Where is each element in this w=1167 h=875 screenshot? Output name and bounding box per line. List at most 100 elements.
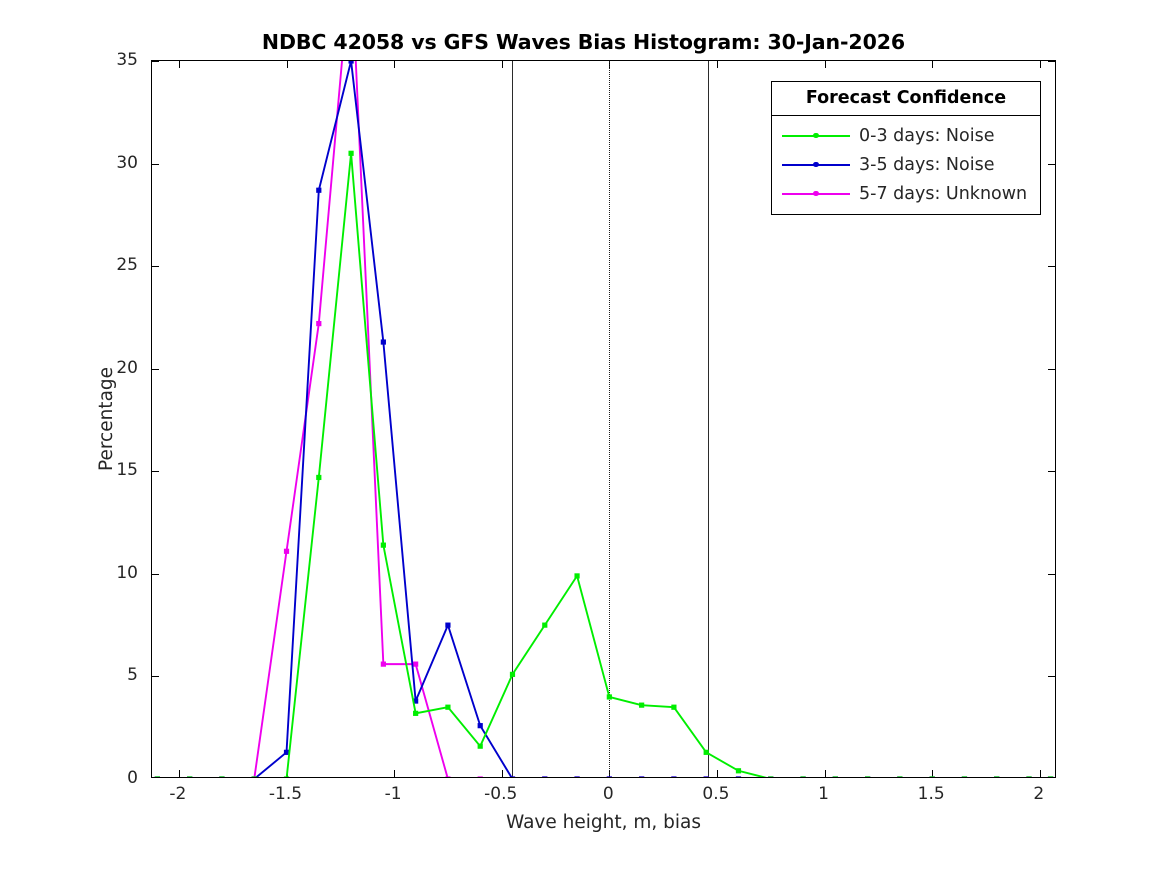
y-tick-mark-right — [1048, 61, 1055, 62]
y-tick-mark — [152, 676, 159, 678]
y-tick-mark-right — [1048, 266, 1055, 268]
data-point-marker — [283, 749, 290, 755]
data-point-marker — [445, 704, 451, 710]
series-line — [255, 61, 513, 777]
x-tick-label: -1.5 — [268, 784, 303, 804]
y-tick-mark — [152, 368, 159, 370]
lower-bound-line — [512, 61, 514, 777]
y-tick-label: 0 — [127, 768, 138, 788]
data-point-marker — [316, 474, 322, 481]
data-point-marker — [671, 704, 677, 710]
data-point-marker — [283, 548, 290, 554]
series-0 — [154, 150, 1054, 777]
data-point-marker — [735, 768, 742, 774]
data-point-marker — [316, 320, 322, 327]
x-tick-mark — [178, 770, 180, 777]
data-point-marker — [961, 776, 968, 777]
data-point-marker — [865, 776, 871, 777]
x-tick-label: -0.5 — [484, 784, 518, 804]
legend: Forecast Confidence 0-3 days: Noise 3-5 d… — [771, 81, 1041, 215]
data-point-marker — [542, 776, 548, 777]
x-tick-mark-top — [716, 61, 718, 68]
data-point-marker — [316, 187, 322, 193]
data-point-marker — [348, 150, 354, 156]
data-point-marker — [477, 743, 483, 749]
x-tick-label: -1 — [384, 784, 402, 804]
page-title: NDBC 42058 vs GFS Waves Bias Histogram: … — [261, 30, 906, 54]
zero-line — [609, 61, 611, 777]
data-point-marker — [542, 622, 548, 628]
data-point-marker — [509, 671, 516, 677]
y-tick-mark — [152, 471, 159, 473]
x-tick-mark-top — [932, 61, 934, 68]
y-tick-mark — [152, 61, 159, 62]
data-point-marker — [477, 776, 483, 777]
y-tick-mark-right — [1048, 676, 1055, 678]
data-point-marker — [413, 661, 419, 667]
x-tick-mark-top — [286, 61, 288, 68]
data-point-marker — [671, 776, 677, 777]
data-point-marker — [574, 776, 580, 777]
data-point-marker — [445, 622, 451, 628]
legend-label: 5-7 days: Unknown — [859, 183, 1028, 204]
data-point-marker — [929, 776, 935, 777]
x-tick-mark — [1039, 770, 1041, 777]
data-point-marker — [445, 776, 451, 777]
y-tick-mark-right — [1048, 471, 1055, 473]
legend-entries: 0-3 days: Noise 3-5 days: Noise 5-7 days: … — [772, 116, 1040, 214]
y-tick-label: 5 — [127, 665, 138, 686]
x-tick-mark — [394, 770, 396, 777]
data-point-marker — [1026, 776, 1032, 777]
y-tick-mark-right — [1048, 163, 1055, 165]
data-point-marker — [639, 702, 645, 708]
y-tick-mark — [152, 266, 159, 268]
upper-bound-line — [708, 61, 710, 777]
data-point-marker — [703, 776, 709, 777]
series-line — [253, 61, 449, 777]
series-layer — [154, 61, 1054, 777]
x-tick-mark — [716, 770, 718, 777]
y-tick-mark-right — [1048, 368, 1055, 370]
data-point-marker — [735, 776, 742, 777]
data-point-marker — [639, 776, 645, 777]
x-tick-label: 0 — [602, 784, 614, 804]
y-tick-mark — [152, 573, 159, 575]
x-axis-label: Wave height, m, bias — [505, 812, 702, 833]
legend-swatch-icon — [780, 187, 852, 201]
data-point-marker — [380, 661, 386, 667]
y-tick-label: 10 — [116, 562, 138, 583]
x-tick-mark — [824, 770, 826, 777]
legend-swatch-icon — [780, 158, 852, 172]
x-tick-label: 0.5 — [702, 784, 730, 804]
legend-entry-2[interactable]: 5-7 days: Unknown — [772, 179, 1040, 208]
legend-title: Forecast Confidence — [772, 82, 1040, 116]
x-tick-label: 1 — [818, 784, 829, 804]
x-tick-label: 1.5 — [917, 784, 945, 804]
data-point-marker — [897, 776, 903, 777]
data-point-marker — [768, 776, 774, 777]
legend-entry-0[interactable]: 0-3 days: Noise — [772, 121, 1040, 150]
y-tick-label: 30 — [116, 152, 138, 173]
data-point-marker — [154, 776, 160, 777]
data-point-marker — [994, 776, 1000, 777]
data-point-marker — [606, 776, 612, 777]
data-point-marker — [283, 776, 290, 777]
legend-label: 0-3 days: Noise — [859, 125, 995, 146]
y-axis-label: Percentage — [96, 366, 117, 472]
x-tick-mark — [501, 770, 503, 777]
data-point-marker — [219, 776, 225, 777]
y-tick-label: 35 — [116, 50, 138, 70]
legend-entry-1[interactable]: 3-5 days: Noise — [772, 150, 1040, 179]
data-point-marker — [380, 542, 386, 548]
y-tick-label: 20 — [116, 357, 138, 378]
y-tick-label: 25 — [116, 255, 138, 276]
plot-clip — [152, 61, 1055, 777]
data-point-marker — [800, 776, 806, 777]
x-tick-mark-top — [394, 61, 396, 68]
data-point-marker — [413, 698, 419, 704]
legend-label: 3-5 days: Noise — [859, 154, 995, 175]
data-point-marker — [832, 776, 838, 777]
data-point-marker — [477, 723, 483, 729]
data-point-marker — [413, 710, 419, 716]
